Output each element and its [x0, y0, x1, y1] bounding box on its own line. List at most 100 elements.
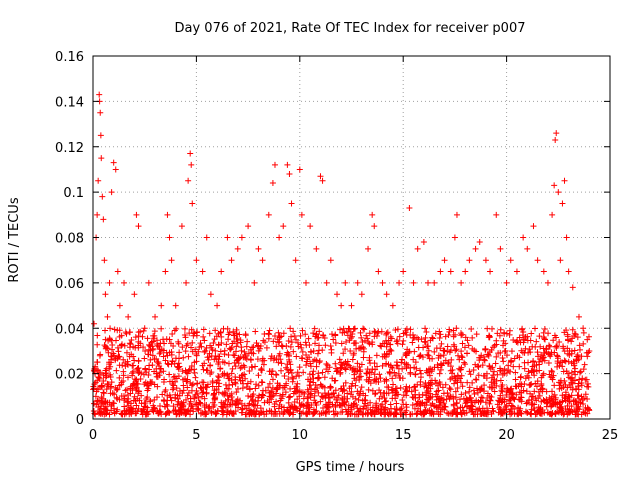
x-tick-label: 15	[395, 428, 412, 443]
density-point	[325, 390, 332, 397]
density-point	[332, 410, 339, 417]
density-point	[581, 409, 588, 416]
density-point	[564, 333, 571, 340]
density-point	[279, 343, 286, 350]
density-point	[429, 335, 436, 342]
density-point	[462, 389, 469, 396]
density-point	[584, 395, 591, 402]
density-point	[293, 336, 300, 343]
density-point	[107, 373, 114, 380]
density-point	[446, 385, 453, 392]
density-point	[377, 342, 384, 349]
density-point	[527, 390, 534, 397]
data-point	[296, 166, 303, 173]
density-point	[226, 392, 233, 399]
density-point	[437, 345, 444, 352]
density-point	[365, 339, 372, 346]
density-point	[207, 362, 214, 369]
density-point	[432, 330, 439, 337]
density-point	[277, 397, 284, 404]
density-point	[173, 325, 180, 332]
density-point	[165, 361, 172, 368]
density-point	[311, 356, 318, 363]
density-point	[197, 410, 204, 417]
data-point	[524, 245, 531, 252]
density-point	[217, 348, 224, 355]
data-point	[383, 291, 390, 298]
density-point	[254, 356, 261, 363]
density-point	[225, 360, 232, 367]
density-point	[195, 394, 202, 401]
density-point	[216, 380, 223, 387]
density-point	[356, 392, 363, 399]
density-point	[344, 390, 351, 397]
density-point	[330, 390, 337, 397]
data-point	[371, 223, 378, 230]
density-point	[100, 389, 107, 396]
density-point	[541, 326, 548, 333]
density-point	[486, 362, 493, 369]
density-point	[561, 394, 568, 401]
density-point	[463, 409, 470, 416]
density-point	[545, 342, 552, 349]
density-point	[360, 354, 367, 361]
density-point	[287, 393, 294, 400]
density-point	[498, 399, 505, 406]
density-point	[366, 330, 373, 337]
data-point	[580, 325, 587, 332]
density-point	[212, 347, 219, 354]
density-point	[243, 356, 250, 363]
density-point	[294, 369, 301, 376]
density-point	[110, 350, 117, 357]
density-point	[135, 381, 142, 388]
density-point	[102, 327, 109, 334]
density-point	[547, 398, 554, 405]
density-point	[564, 370, 571, 377]
data-point	[98, 155, 105, 162]
density-point	[230, 328, 237, 335]
data-point	[203, 234, 210, 241]
density-point	[367, 360, 374, 367]
density-point	[553, 343, 560, 350]
data-point	[323, 279, 330, 286]
data-point	[251, 279, 258, 286]
density-point	[502, 347, 509, 354]
density-point	[322, 401, 329, 408]
density-point	[393, 389, 400, 396]
density-point	[169, 381, 176, 388]
density-point	[247, 346, 254, 353]
density-point	[494, 330, 501, 337]
density-point	[411, 348, 418, 355]
data-point	[552, 136, 559, 143]
density-point	[408, 388, 415, 395]
density-point	[108, 379, 115, 386]
density-point	[454, 409, 461, 416]
density-point	[210, 339, 217, 346]
density-point	[337, 370, 344, 377]
density-point	[584, 353, 591, 360]
density-point	[474, 389, 481, 396]
density-point	[260, 408, 267, 415]
density-point	[467, 405, 474, 412]
density-point	[453, 346, 460, 353]
density-point	[189, 348, 196, 355]
density-point	[124, 399, 131, 406]
density-point	[575, 356, 582, 363]
density-point	[489, 325, 496, 332]
density-point	[215, 360, 222, 367]
density-point	[226, 375, 233, 382]
density-point	[523, 400, 530, 407]
density-point	[251, 402, 258, 409]
density-point	[129, 372, 136, 379]
density-point	[519, 326, 526, 333]
density-point	[379, 401, 386, 408]
density-point	[430, 410, 437, 417]
density-point	[171, 360, 178, 367]
density-point	[574, 392, 581, 399]
density-point	[528, 330, 535, 337]
density-point	[238, 400, 245, 407]
density-point	[479, 394, 486, 401]
density-point	[179, 344, 186, 351]
density-point	[133, 387, 140, 394]
density-point	[235, 354, 242, 361]
